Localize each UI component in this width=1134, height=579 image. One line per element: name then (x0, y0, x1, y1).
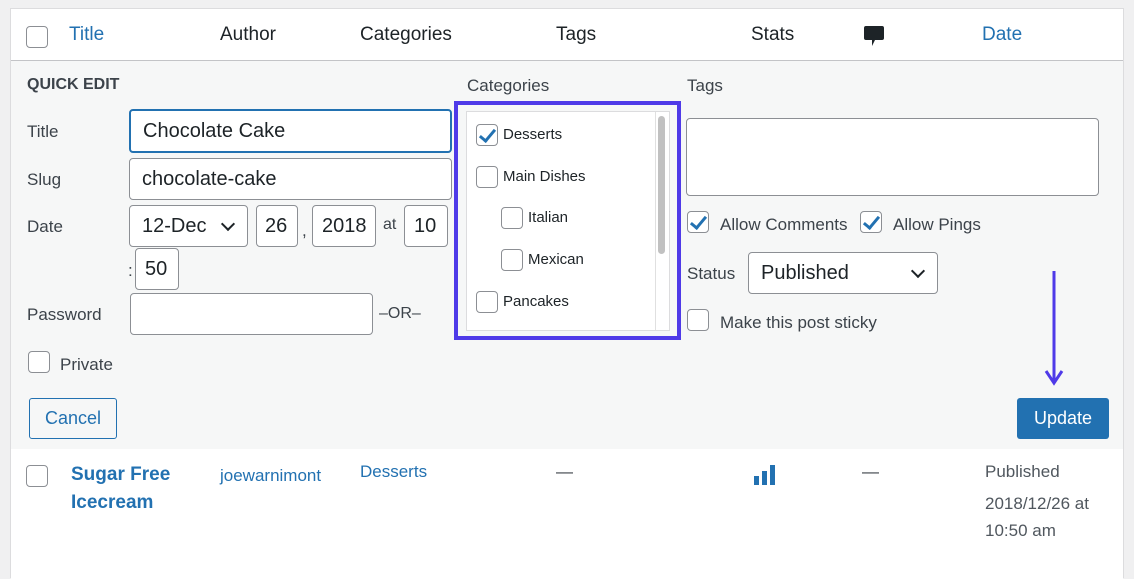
posts-table: Title Author Categories Tags Stats Date … (10, 8, 1124, 579)
title-label: Title (27, 122, 59, 141)
quick-edit-panel: QUICK EDIT Title Chocolate Cake Slug cho… (11, 61, 1123, 449)
cancel-button[interactable]: Cancel (29, 398, 117, 439)
category-label: Pancakes (503, 293, 569, 310)
column-date[interactable]: Date (982, 24, 1023, 45)
category-label: Desserts (503, 126, 563, 143)
allow-pings-checkbox[interactable] (860, 211, 882, 233)
or-label: –OR– (379, 305, 421, 322)
column-stats: Stats (751, 24, 795, 45)
column-title[interactable]: Title (69, 24, 105, 45)
column-tags: Tags (556, 24, 597, 45)
hour-input[interactable]: 10 (404, 205, 448, 247)
date-value: 2018/12/26 at 10:50 am (985, 494, 1089, 540)
sticky-label: Make this post sticky (720, 313, 877, 332)
categories-checklist: Desserts Main Dishes Italian Mexican Pan… (466, 111, 670, 331)
select-all-checkbox[interactable] (26, 26, 48, 48)
category-label: Italian (528, 209, 569, 226)
quick-edit-heading: QUICK EDIT (27, 76, 120, 93)
update-button[interactable]: Update (1017, 398, 1109, 439)
slug-label: Slug (27, 170, 62, 189)
table-header: Title Author Categories Tags Stats Date (11, 9, 1123, 61)
status-select[interactable]: Published (748, 252, 938, 294)
bar-chart-icon[interactable] (753, 463, 777, 487)
allow-comments-checkbox[interactable] (687, 211, 709, 233)
row-checkbox[interactable] (26, 465, 48, 487)
at-label: at (383, 216, 397, 233)
status-label: Status (687, 264, 736, 283)
allow-pings-label: Allow Pings (893, 215, 981, 234)
category-checkbox-italian[interactable] (501, 207, 523, 229)
arrow-down-icon (1044, 271, 1064, 386)
table-row: Sugar Free Icecream joewarnimont Dessert… (11, 449, 1123, 579)
category-link[interactable]: Desserts (360, 462, 428, 481)
sticky-checkbox[interactable] (687, 309, 709, 331)
checklist-scrollbar[interactable] (658, 116, 665, 254)
time-colon: : (128, 261, 133, 280)
date-comma: , (302, 221, 307, 240)
minute-input[interactable]: 50 (135, 248, 179, 290)
slug-input[interactable]: chocolate-cake (129, 158, 452, 200)
category-checkbox-desserts[interactable] (476, 124, 498, 146)
month-select[interactable]: 12-Dec (129, 205, 248, 247)
private-checkbox[interactable] (28, 351, 50, 373)
allow-comments-label: Allow Comments (720, 215, 848, 234)
password-input[interactable] (130, 293, 373, 335)
category-checkbox-pancakes[interactable] (476, 291, 498, 313)
title-input[interactable]: Chocolate Cake (129, 109, 452, 153)
category-checkbox-main-dishes[interactable] (476, 166, 498, 188)
year-input[interactable]: 2018 (312, 205, 376, 247)
date-status: Published (985, 462, 1060, 481)
column-categories: Categories (360, 24, 452, 45)
categories-label: Categories (467, 76, 550, 95)
categories-highlight (454, 101, 681, 340)
category-label: Mexican (528, 251, 584, 268)
day-input[interactable]: 26 (256, 205, 298, 247)
comments-value: — (862, 462, 879, 481)
tags-textarea[interactable] (686, 118, 1099, 196)
password-label: Password (27, 305, 102, 324)
post-title-link[interactable]: Sugar Free Icecream (71, 464, 171, 513)
author-link[interactable]: joewarnimont (220, 466, 322, 485)
tags-label: Tags (687, 76, 723, 95)
category-label: Main Dishes (503, 168, 586, 185)
date-label: Date (27, 217, 63, 236)
comment-bubble-icon[interactable] (864, 25, 886, 49)
category-checkbox-mexican[interactable] (501, 249, 523, 271)
private-label: Private (60, 355, 113, 374)
tags-value: — (556, 462, 573, 481)
column-author: Author (220, 24, 276, 45)
